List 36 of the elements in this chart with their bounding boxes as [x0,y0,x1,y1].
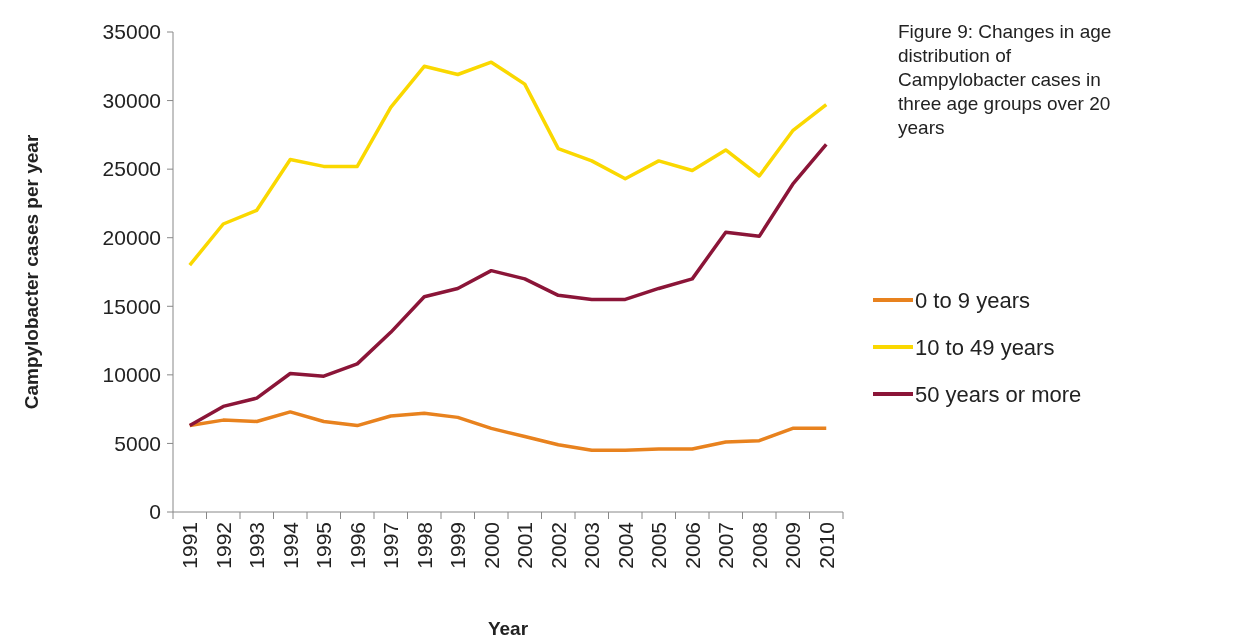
y-tick-label: 35000 [102,20,161,44]
x-tick-label: 1996 [345,522,369,569]
y-tick-label: 25000 [102,157,161,181]
x-axis-title: Year [487,618,529,639]
x-tick-label: 2007 [714,522,738,569]
x-tick-label: 1994 [278,521,302,569]
x-tick-label: 1997 [379,522,403,569]
x-tick-label: 1995 [312,522,336,569]
x-tick-label: 2004 [613,521,637,569]
legend-label: 10 to 49 years [915,334,1055,360]
text: Figure 9: Changes in age distribution of Campylobacter cases in three age groups over 20 years [898,21,1112,138]
legend-label: 50 years or more [915,381,1082,407]
x-tick-label: 2006 [680,522,704,569]
x-tick-label: 1999 [446,522,470,569]
x-tick-label: 2001 [513,522,537,569]
x-tick-label: 1998 [412,522,436,569]
x-tick-label: 1992 [211,522,235,569]
y-tick-label: 5000 [114,431,161,455]
x-tick-label: 2005 [647,522,671,569]
x-tick-label: 2002 [546,522,570,569]
x-tick-label: 2009 [781,522,805,569]
y-tick-label: 30000 [102,88,161,112]
x-tick-label: 1991 [178,522,202,569]
y-tick-label: 0 [149,500,161,524]
y-tick-label: 15000 [102,294,161,318]
x-tick-label: 1993 [245,522,269,569]
y-axis-title: Campylobacter cases per year [21,134,42,410]
y-tick-label: 10000 [102,363,161,387]
x-tick-label: 2000 [479,522,503,569]
y-tick-label: 20000 [102,226,161,250]
legend-label: 0 to 9 years [915,287,1030,313]
x-tick-label: 2003 [580,522,604,569]
line-series [188,60,828,267]
line-series [188,142,828,428]
x-tick-label: 2010 [814,522,838,569]
x-tick-label: 2008 [747,522,771,569]
